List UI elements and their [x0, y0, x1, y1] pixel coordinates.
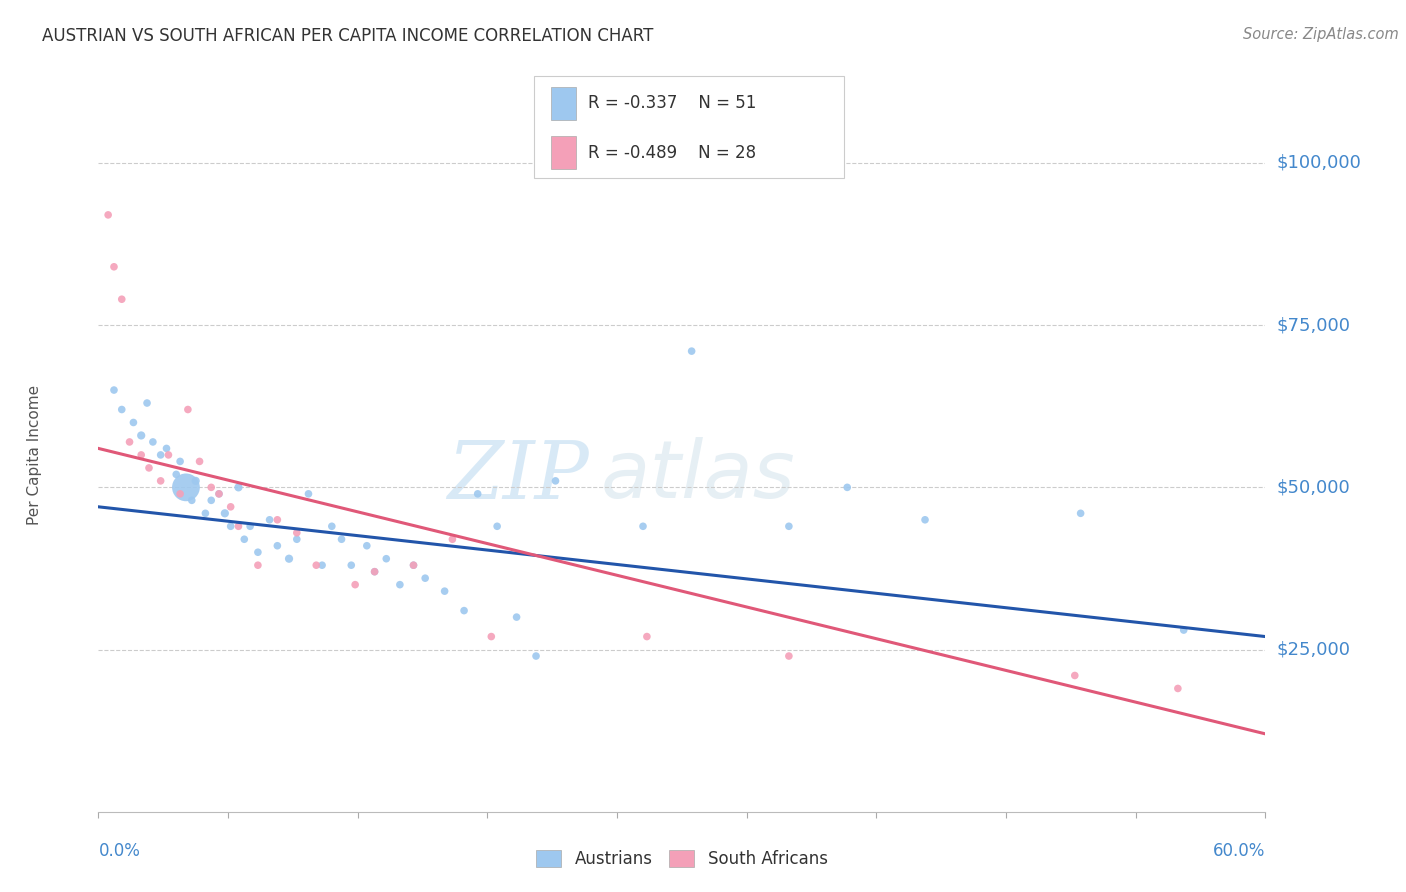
Point [111, 292, 134, 306]
Point [363, 565, 385, 579]
Point [1063, 668, 1085, 682]
Text: atlas: atlas [600, 437, 794, 516]
Point [118, 434, 141, 449]
Point [111, 402, 134, 417]
Point [356, 539, 378, 553]
Point [219, 500, 242, 514]
Point [375, 551, 398, 566]
Point [278, 551, 301, 566]
Point [344, 577, 367, 591]
Point [305, 558, 328, 573]
Text: R = -0.489    N = 28: R = -0.489 N = 28 [588, 144, 756, 161]
Point [453, 604, 475, 618]
Point [228, 519, 250, 533]
Text: AUSTRIAN VS SOUTH AFRICAN PER CAPITA INCOME CORRELATION CHART: AUSTRIAN VS SOUTH AFRICAN PER CAPITA INC… [42, 27, 654, 45]
Point [155, 442, 177, 456]
Point [149, 474, 172, 488]
Point [180, 493, 202, 508]
Point [194, 506, 217, 520]
Point [402, 558, 425, 573]
Point [246, 558, 269, 573]
Point [433, 584, 456, 599]
Point [266, 539, 288, 553]
Text: R = -0.337    N = 51: R = -0.337 N = 51 [588, 95, 756, 112]
Text: $25,000: $25,000 [1277, 640, 1351, 658]
Point [219, 519, 242, 533]
Point [157, 448, 180, 462]
Point [1167, 681, 1189, 696]
Point [200, 480, 222, 494]
Point [228, 480, 250, 494]
Point [544, 474, 567, 488]
Point [266, 513, 288, 527]
Text: Source: ZipAtlas.com: Source: ZipAtlas.com [1243, 27, 1399, 42]
Point [285, 525, 308, 540]
Point [441, 533, 464, 547]
Text: Per Capita Income: Per Capita Income [27, 384, 42, 525]
Point [239, 519, 262, 533]
Point [330, 533, 353, 547]
Point [524, 648, 547, 663]
Point [149, 448, 172, 462]
Point [138, 461, 160, 475]
Point [363, 565, 385, 579]
Point [311, 558, 333, 573]
Point [413, 571, 436, 585]
Point [103, 383, 125, 397]
Point [467, 487, 489, 501]
Point [297, 487, 319, 501]
Point [97, 208, 120, 222]
Point [200, 493, 222, 508]
Text: 0.0%: 0.0% [98, 842, 141, 860]
Point [177, 402, 200, 417]
Point [233, 533, 256, 547]
Point [914, 513, 936, 527]
Point [122, 416, 145, 430]
Point [142, 434, 165, 449]
Point [681, 344, 703, 359]
Point [778, 648, 800, 663]
Point [402, 558, 425, 573]
Point [505, 610, 527, 624]
Point [208, 487, 231, 501]
Point [246, 545, 269, 559]
Text: 60.0%: 60.0% [1213, 842, 1265, 860]
Legend: Austrians, South Africans: Austrians, South Africans [530, 843, 834, 875]
Point [321, 519, 343, 533]
Point [631, 519, 654, 533]
Point [837, 480, 859, 494]
Text: ZIP: ZIP [447, 438, 589, 515]
Point [169, 454, 191, 468]
Point [188, 454, 211, 468]
Point [136, 396, 159, 410]
Point [285, 533, 308, 547]
Text: $50,000: $50,000 [1277, 478, 1350, 496]
Point [259, 513, 281, 527]
Point [184, 474, 207, 488]
Point [129, 428, 152, 442]
Point [1173, 623, 1195, 637]
Point [388, 577, 411, 591]
Text: $100,000: $100,000 [1277, 154, 1361, 172]
Point [486, 519, 509, 533]
Point [214, 506, 236, 520]
Point [479, 630, 502, 644]
Point [636, 630, 658, 644]
Point [169, 487, 191, 501]
Text: $75,000: $75,000 [1277, 316, 1351, 334]
Point [165, 467, 187, 482]
Point [340, 558, 363, 573]
Point [174, 480, 197, 494]
Point [778, 519, 800, 533]
Point [1070, 506, 1092, 520]
Point [208, 487, 231, 501]
Point [129, 448, 152, 462]
Point [103, 260, 125, 274]
